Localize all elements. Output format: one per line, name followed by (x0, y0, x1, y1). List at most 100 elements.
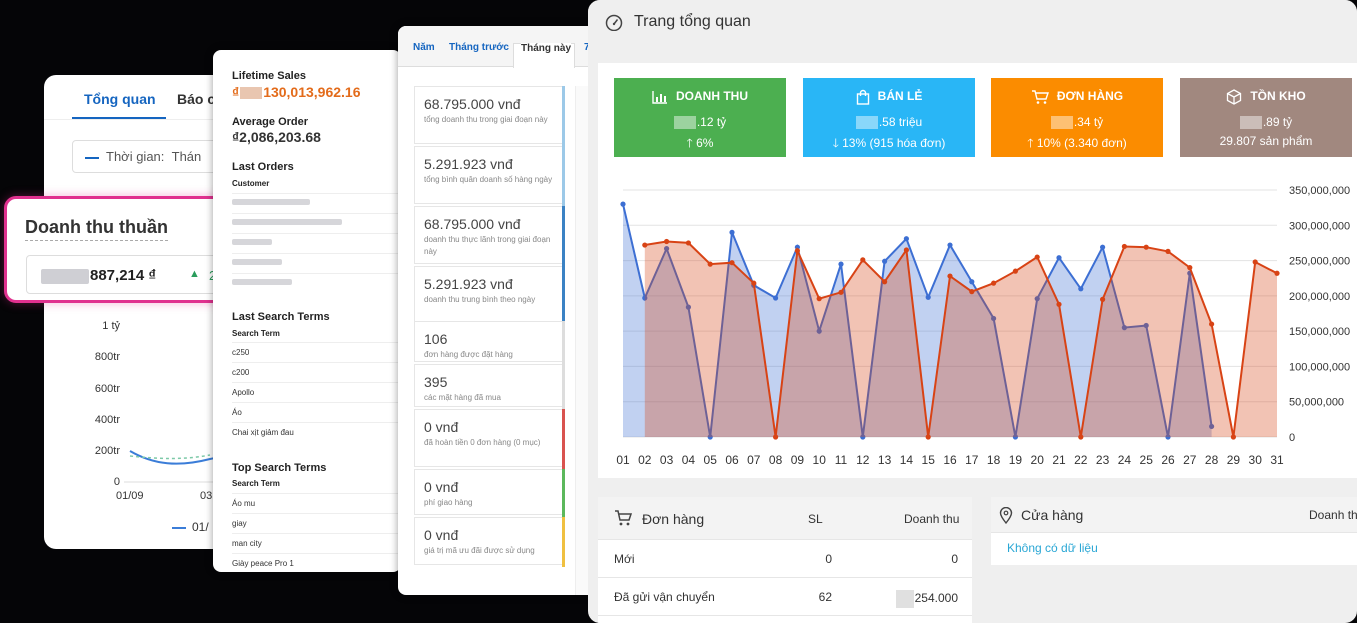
order-row (232, 273, 401, 293)
sales-summary-panel: Năm Tháng trước Tháng này 7 68.795.000 v… (398, 26, 598, 595)
data-point (1230, 434, 1236, 440)
map-pin-icon (999, 507, 1013, 524)
revenue-column-header: Doanh thu (904, 512, 960, 526)
x-tick-label: 06 (725, 453, 739, 467)
stat-card: 68.795.000 vnđ tổng doanh thu trong giai … (414, 86, 565, 146)
data-point (642, 295, 648, 301)
dashboard-panel: Trang tổng quan DOANH THU .12 tỷ 🡑 6% BÁN L… (588, 0, 1357, 623)
cart-icon (615, 510, 632, 526)
average-order-value: ₫2,086,203.68 (232, 129, 321, 145)
stat-description: các mặt hàng đã mua (424, 393, 501, 402)
kpi-card[interactable]: TỒN KHO .89 tỷ 29.807 sản phẩm (1180, 78, 1352, 157)
data-point (1121, 325, 1127, 331)
lifetime-sales-value: ₫ 130,013,962.16 (232, 84, 361, 100)
data-point (882, 279, 888, 285)
dash-icon (85, 156, 99, 159)
x-tick-label: 01 (616, 453, 630, 467)
data-point (991, 280, 997, 286)
data-point (729, 260, 735, 266)
stat-card: 0 vnđ đã hoàn tiền 0 đơn hàng (0 mục) (414, 409, 565, 469)
x-tick-label: 14 (900, 453, 914, 467)
customer-header: Customer (232, 179, 270, 188)
tab-last-month[interactable]: Tháng trước (449, 42, 509, 53)
data-point (860, 434, 866, 440)
period-tabs: Năm Tháng trước Tháng này 7 (398, 26, 598, 68)
x-tick-label: 17 (965, 453, 979, 467)
data-point (1165, 248, 1171, 254)
tab-overview[interactable]: Tổng quan (84, 91, 156, 107)
table-row[interactable]: Đã gửi vận chuyển 62 254.000 (598, 578, 972, 616)
stat-card: 5.291.923 vnđ tổng bình quân doanh số hàn… (414, 146, 565, 206)
stat-card: 0 vnđ phí giao hàng (414, 469, 565, 517)
data-point (947, 242, 953, 248)
y-tick: 1 tỷ (102, 320, 120, 332)
stat-color-bar (562, 469, 565, 517)
kpi-card[interactable]: BÁN LẺ .58 triệu 🡓 13% (915 hóa đơn) (803, 78, 975, 157)
x-tick-label: 12 (856, 453, 870, 467)
time-filter-value: Thán (171, 149, 202, 164)
tab-this-month[interactable]: Tháng này (521, 43, 572, 54)
data-point (969, 289, 975, 295)
redacted-block (1239, 116, 1262, 130)
tab-year[interactable]: Năm (413, 42, 435, 53)
x-tick-label: 24 (1118, 453, 1132, 467)
stat-value: 395 (424, 374, 448, 390)
kpi-card[interactable]: DOANH THU .12 tỷ 🡑 6% (614, 78, 786, 157)
data-point (838, 289, 844, 295)
data-point (882, 258, 888, 264)
y-tick-label: 350,000,000 (1289, 185, 1350, 197)
overview-panel: Tổng quan Báo c Thời gian: Thán 1 tỷ 800… (44, 75, 244, 549)
kpi-title: TỒN KHO (1180, 89, 1352, 105)
data-point (729, 229, 735, 235)
redacted-block (240, 87, 263, 100)
x-tick: 01/09 (116, 490, 144, 502)
shopping-bag-icon (856, 89, 878, 105)
kpi-value: .89 tỷ (1180, 115, 1352, 130)
orders-header: Đơn hàng SL Doanh thu (598, 497, 972, 540)
empty-state-text: Không có dữ liệu (1007, 541, 1098, 555)
x-tick-label: 29 (1227, 453, 1241, 467)
revenue-chart: 0 50,000,000 100,000,000 150,000,000 200,000… (616, 185, 1350, 467)
time-filter[interactable]: Thời gian: Thán (72, 140, 244, 173)
stat-value: 106 (424, 331, 448, 347)
x-tick-label: 16 (943, 453, 957, 467)
x-tick-label: 05 (704, 453, 718, 467)
mini-line-dashed (129, 454, 211, 460)
x-tick-label: 25 (1140, 453, 1154, 467)
data-point (707, 261, 713, 267)
search-term-row: Chai xịt giảm đau (232, 422, 401, 442)
data-point (1078, 434, 1084, 440)
redacted-block (855, 116, 878, 130)
stat-value: 0 vnđ (424, 479, 459, 495)
table-row[interactable]: Mới 0 0 (598, 540, 972, 578)
data-point (838, 261, 844, 267)
series-line (622, 203, 1213, 438)
stat-card: 106 đơn hàng được đặt hàng (414, 321, 565, 364)
tab-reports[interactable]: Báo c (177, 91, 216, 107)
stat-description: doanh thu thực lãnh trong giai đoạn này (424, 235, 551, 256)
kpi-value: .34 tỷ (991, 115, 1163, 130)
stat-description: giá trị mã ưu đãi được sử dụng (424, 546, 535, 555)
data-point (1100, 296, 1106, 302)
data-point (1209, 423, 1215, 430)
data-point (685, 240, 691, 246)
data-point (620, 201, 626, 207)
x-tick-label: 08 (769, 453, 783, 467)
data-point (642, 242, 648, 248)
order-qty: 0 (825, 552, 832, 566)
stores-title: Cửa hàng (1021, 507, 1084, 523)
kpi-card[interactable]: ĐƠN HÀNG .34 tỷ 🡑 10% (3.340 đơn) (991, 78, 1163, 157)
order-revenue: 0 (951, 552, 958, 566)
stores-table: Cửa hàng Doanh thu Không có dữ liệu (991, 497, 1357, 565)
redacted-block (895, 590, 914, 608)
data-point (816, 328, 822, 334)
x-tick-label: 04 (682, 453, 696, 467)
redacted-text (232, 279, 292, 285)
tab-7-days[interactable]: 7 (584, 42, 590, 53)
redacted-block (41, 268, 89, 284)
order-row (232, 233, 401, 253)
data-point (1034, 296, 1040, 302)
kpi-value: .12 tỷ (614, 115, 786, 130)
x-tick-label: 10 (813, 453, 827, 467)
search-term-row: man city (232, 533, 401, 553)
